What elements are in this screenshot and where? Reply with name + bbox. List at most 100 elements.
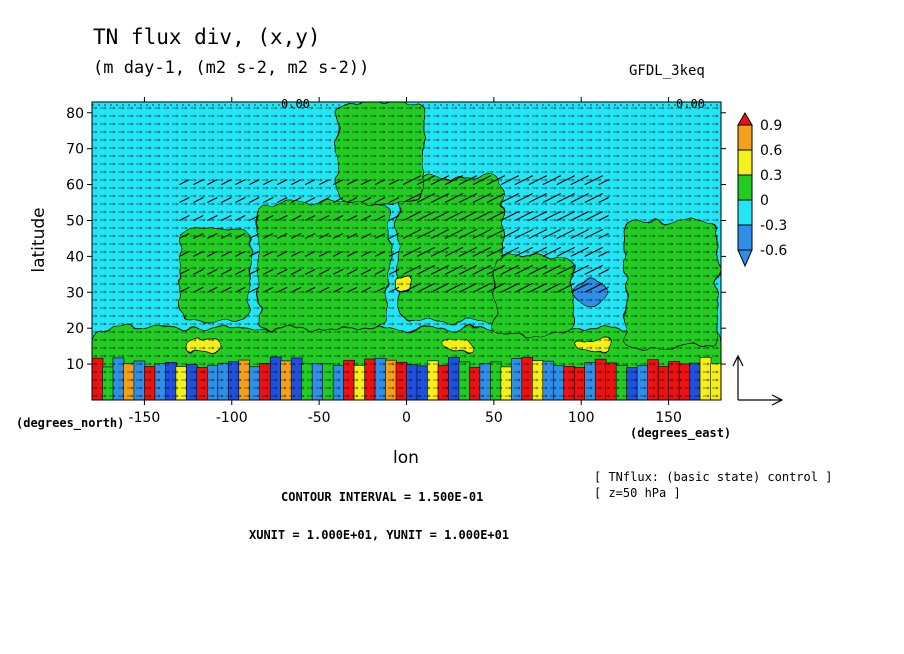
flux-vector [388, 179, 400, 186]
flux-vector [556, 264, 576, 275]
flux-vector [430, 175, 450, 186]
flux-vector [402, 282, 422, 293]
flux-vector [318, 250, 330, 257]
flux-vector [318, 179, 330, 186]
flux-vector [528, 282, 548, 293]
flux-vector [556, 282, 576, 293]
flux-vector [570, 264, 589, 275]
flux-vector [472, 228, 492, 239]
flux-vector [318, 197, 330, 204]
flux-vector [556, 193, 576, 204]
y-tick-label: 70 [66, 142, 84, 158]
x-tick-label: 0 [402, 410, 411, 426]
flux-vector [179, 232, 190, 239]
flux-vector [374, 197, 386, 204]
flux-vector [290, 286, 302, 293]
flux-vector [346, 250, 358, 257]
flux-vector [598, 250, 609, 257]
flux-vector [262, 197, 274, 204]
flux-vector [374, 250, 386, 257]
flux-vector [332, 286, 344, 293]
flux-vector [332, 214, 344, 221]
flux-vector [318, 214, 330, 221]
flux-vector [221, 197, 232, 204]
flux-vector [262, 286, 274, 293]
flux-vector [402, 193, 422, 204]
colorbar-segment [737, 174, 753, 201]
flux-vector [318, 232, 330, 239]
flux-vector [556, 175, 576, 186]
flux-vector [262, 179, 274, 186]
flux-vector [193, 268, 204, 275]
flux-vector [290, 197, 302, 204]
flux-vector [304, 197, 316, 204]
flux-vector [486, 210, 506, 221]
flux-vector [374, 286, 386, 293]
flux-vector [235, 250, 246, 257]
flux-vector [444, 175, 464, 186]
flux-vector [402, 210, 422, 221]
flux-vector [458, 193, 478, 204]
y-tick-label: 60 [66, 178, 84, 194]
colorbar-label: -0.6 [760, 243, 787, 259]
flux-vector [584, 210, 603, 221]
flux-vector [444, 193, 464, 204]
y-unit-label: (degrees_north) [16, 416, 124, 431]
flux-vector [416, 246, 436, 257]
flux-vector [276, 286, 288, 293]
flux-vector [346, 214, 358, 221]
colorbar-segment [737, 124, 753, 151]
flux-vector [528, 246, 548, 257]
flux-vector [290, 214, 302, 221]
flux-vector [598, 286, 609, 293]
x-tick-label: -50 [308, 410, 331, 426]
flux-vector [556, 246, 576, 257]
flux-vector [249, 179, 260, 186]
flux-vector [207, 286, 218, 293]
flux-vector [290, 268, 302, 275]
flux-vector [598, 197, 609, 204]
flux-vector [346, 268, 358, 275]
flux-vector [360, 232, 372, 239]
flux-vector [360, 197, 372, 204]
flux-vector [542, 210, 562, 221]
flux-vector [430, 264, 450, 275]
flux-vector [514, 228, 534, 239]
flux-vector [221, 286, 232, 293]
flux-vector [556, 210, 576, 221]
flux-vector [249, 232, 260, 239]
y-tick-label: 30 [66, 285, 84, 301]
flux-vector [416, 282, 436, 293]
flux-vector [193, 197, 204, 204]
flux-vector [500, 246, 520, 257]
flux-vector [290, 179, 302, 186]
flux-vector [444, 282, 464, 293]
source-line-1: [ TNflux: (basic state) control ] [594, 470, 833, 484]
flux-vector [598, 179, 609, 186]
flux-vector [374, 232, 386, 239]
flux-vector [458, 175, 478, 186]
flux-vector [444, 228, 464, 239]
x-unit-label: (degrees_east) [630, 426, 731, 441]
flux-vector [221, 268, 232, 275]
flux-vector [584, 175, 603, 186]
flux-vector [332, 250, 344, 257]
source-line-2: [ z=50 hPa ] [594, 486, 681, 500]
plot-area [92, 102, 721, 400]
flux-vector [388, 250, 400, 257]
flux-vector [598, 214, 609, 221]
flux-vector [374, 179, 386, 186]
flux-vector [514, 246, 534, 257]
flux-vector [598, 232, 609, 239]
flux-vector [235, 197, 246, 204]
flux-vector [402, 228, 422, 239]
flux-vector [458, 282, 478, 293]
flux-vector [388, 232, 400, 239]
chart-subtitle: (m day-1, (m2 s-2, m2 s-2)) [93, 58, 370, 78]
flux-vector [500, 193, 520, 204]
flux-vector [584, 246, 603, 257]
flux-vector [416, 228, 436, 239]
flux-vector [430, 246, 450, 257]
flux-vector [221, 250, 232, 257]
x-tick-label: 100 [568, 410, 595, 426]
